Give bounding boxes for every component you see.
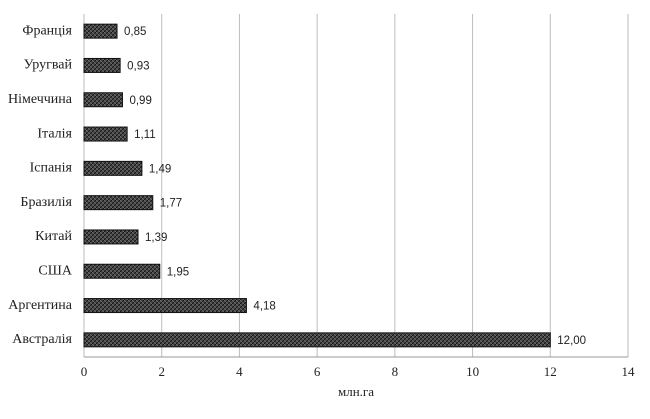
value-label: 1,95 bbox=[167, 266, 189, 278]
value-label: 0,99 bbox=[129, 95, 151, 107]
y-tick-label: Уругвай bbox=[24, 58, 73, 73]
bar bbox=[83, 92, 123, 108]
bar bbox=[83, 298, 247, 314]
bar bbox=[83, 57, 121, 73]
bar bbox=[83, 126, 128, 142]
bar bbox=[83, 195, 154, 211]
value-label: 4,18 bbox=[253, 301, 275, 313]
x-tick-label: 8 bbox=[392, 364, 399, 379]
x-axis-label: млн.га bbox=[338, 384, 374, 399]
y-tick-label: Іспанія bbox=[30, 161, 73, 176]
value-label: 0,85 bbox=[124, 26, 146, 38]
bar bbox=[83, 229, 139, 245]
y-tick-label: Китай bbox=[35, 229, 72, 244]
x-tick-label: 2 bbox=[158, 364, 165, 379]
bar bbox=[83, 332, 551, 348]
x-tick-label: 10 bbox=[466, 364, 479, 379]
y-tick-label: Австралія bbox=[12, 332, 72, 347]
y-tick-label: Бразилія bbox=[20, 195, 72, 210]
value-label: 12,00 bbox=[557, 335, 586, 347]
value-label: 0,93 bbox=[127, 60, 149, 72]
bar bbox=[83, 263, 161, 279]
y-tick-label: Італія bbox=[37, 126, 72, 141]
value-label: 1,77 bbox=[160, 198, 182, 210]
x-tick-label: 6 bbox=[314, 364, 321, 379]
x-tick-label: 14 bbox=[622, 364, 636, 379]
value-label: 1,11 bbox=[134, 129, 156, 141]
x-tick-label: 12 bbox=[544, 364, 557, 379]
y-tick-label: Франція bbox=[22, 23, 72, 38]
y-tick-label: Аргентина bbox=[8, 298, 72, 313]
x-tick-label: 0 bbox=[81, 364, 88, 379]
bar bbox=[83, 23, 118, 39]
y-tick-label: Німеччина bbox=[8, 92, 73, 107]
y-tick-label: США bbox=[38, 263, 72, 278]
bar bbox=[83, 160, 143, 176]
value-label: 1,49 bbox=[149, 163, 171, 175]
value-label: 1,39 bbox=[145, 232, 167, 244]
x-tick-label: 4 bbox=[236, 364, 243, 379]
